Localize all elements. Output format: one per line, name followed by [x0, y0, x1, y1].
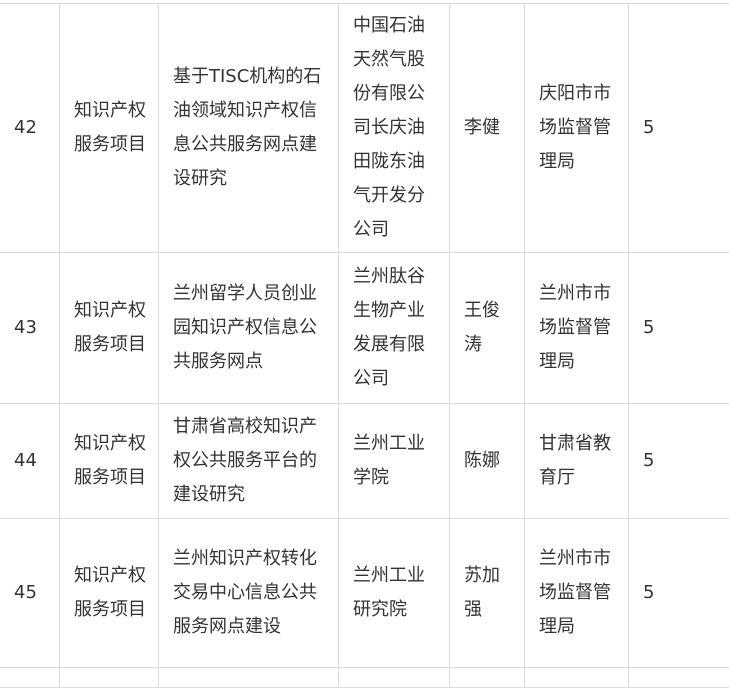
leader-cell: 王俊涛 — [450, 253, 525, 404]
amount-cell: 5 — [629, 253, 729, 404]
department-cell: 兰州市市场监督管理局 — [525, 519, 629, 668]
organization-cell: 兰州工业研究院 — [339, 519, 450, 668]
leader-cell: 陈娜 — [450, 404, 525, 519]
department-cell: 兰州市市场监督管理局 — [525, 253, 629, 404]
category-cell: 知识产权服务项目 — [60, 253, 159, 404]
project-name-cell: 兰州知识产权转化交易中心信息公共服务网点建设 — [159, 519, 339, 668]
leader-cell: 苏加强 — [450, 519, 525, 668]
category-cell: 知识产权服务项目 — [60, 4, 159, 253]
amount-cell: 5 — [629, 519, 729, 668]
category-cell: 知识产权服务项目 — [60, 404, 159, 519]
project-name-cell: 甘肃省高校知识产权公共服务平台的建设研究 — [159, 404, 339, 519]
row-number: 42 — [0, 4, 60, 253]
table-row: 42 知识产权服务项目 基于TISC机构的石油领域知识产权信息公共服务网点建设研… — [0, 4, 729, 253]
table-row: 43 知识产权服务项目 兰州留学人员创业园知识产权信息公共服务网点 兰州肽谷生物… — [0, 253, 729, 404]
row-number: 45 — [0, 519, 60, 668]
category-cell: 知识产权服务项目 — [60, 519, 159, 668]
projects-table: 42 知识产权服务项目 基于TISC机构的石油领域知识产权信息公共服务网点建设研… — [0, 3, 729, 688]
row-number: 44 — [0, 404, 60, 519]
leader-cell: 李健 — [450, 4, 525, 253]
department-cell: 庆阳市市场监督管理局 — [525, 4, 629, 253]
organization-cell: 中国石油天然气股份有限公司长庆油田陇东油气开发分公司 — [339, 4, 450, 253]
organization-cell: 兰州肽谷生物产业发展有限公司 — [339, 253, 450, 404]
row-number: 43 — [0, 253, 60, 404]
amount-cell: 5 — [629, 4, 729, 253]
project-name-cell: 兰州留学人员创业园知识产权信息公共服务网点 — [159, 253, 339, 404]
department-cell: 甘肃省教育厅 — [525, 404, 629, 519]
table-row: 44 知识产权服务项目 甘肃省高校知识产权公共服务平台的建设研究 兰州工业学院 … — [0, 404, 729, 519]
table-row: 45 知识产权服务项目 兰州知识产权转化交易中心信息公共服务网点建设 兰州工业研… — [0, 519, 729, 668]
amount-cell: 5 — [629, 404, 729, 519]
organization-cell: 兰州工业学院 — [339, 404, 450, 519]
project-name-cell: 基于TISC机构的石油领域知识产权信息公共服务网点建设研究 — [159, 4, 339, 253]
